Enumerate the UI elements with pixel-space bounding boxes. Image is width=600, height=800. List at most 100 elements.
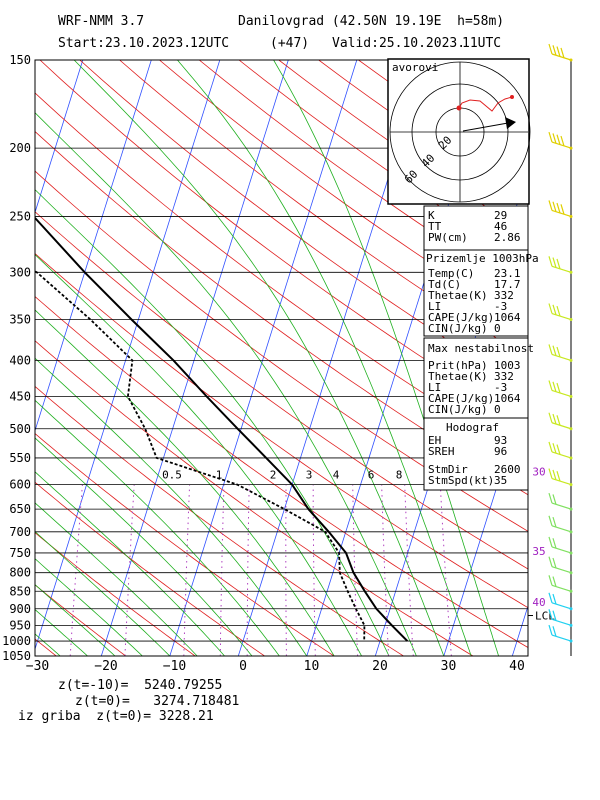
wind-barb-dot [569, 58, 573, 62]
wind-barb-dot [569, 530, 573, 534]
wind-barb-shaft [551, 265, 572, 273]
wind-barb-flag [552, 516, 557, 528]
index-label: Thetae(K) [428, 370, 488, 383]
lcl-label: LCL [535, 610, 555, 623]
wind-barb-shaft [551, 634, 572, 642]
temperature-axis: −30 −20 −10 0 10 20 30 40 [26, 659, 525, 674]
footer-z-minus10: z(t=-10)= 5240.79255 [58, 678, 223, 693]
wind-barb-flag [552, 257, 557, 268]
theta-label: 40 [532, 596, 545, 609]
moist-adiabat-line [35, 471, 225, 656]
dry-adiabat-line [35, 92, 528, 460]
wind-barb-flag [552, 626, 557, 637]
mixing-ratio-label: 4 [333, 468, 340, 481]
wind-barb-shaft [551, 584, 572, 592]
index-label: LI [428, 381, 441, 394]
wind-barb-dot [569, 589, 573, 593]
index-label: TT [428, 220, 442, 233]
wind-barb-shaft [551, 618, 572, 626]
storm-motion-arrow [505, 117, 516, 129]
wind-barb-dot [569, 639, 573, 643]
wind-barb-flag [548, 131, 553, 143]
mixing-ratio-line [352, 484, 359, 656]
pressure-tick-label: 750 [9, 546, 31, 560]
wind-barb-shaft [551, 422, 572, 430]
mixing-ratio-label: 8 [396, 468, 403, 481]
start-hour: 12UTC [190, 36, 230, 51]
theta-label: 35 [532, 545, 545, 558]
mixing-ratio-line [246, 484, 250, 656]
index-label: EH [428, 434, 441, 447]
index-label: Prit(hPa) [428, 359, 488, 372]
index-value: 332 [494, 289, 514, 302]
index-value: -3 [494, 300, 507, 313]
wind-barb-dot [569, 623, 573, 627]
wind-barb-flag [556, 382, 561, 394]
pressure-axis: 150 200 250 300 350 400 450 500 550 600 650 700 750 8… [2, 53, 31, 663]
mixing-ratio-line [219, 484, 225, 656]
dry-adiabat-line [79, 60, 528, 392]
moist-adiabat-line [35, 357, 308, 656]
mixing-ratio-line [69, 484, 83, 656]
wind-barb-flag [556, 471, 561, 482]
hodograph-title: avorovi [392, 61, 438, 74]
wind-barb-dot [569, 456, 573, 460]
index-value: 2600 [494, 463, 521, 476]
wind-barb-flag [552, 381, 557, 392]
mixing-ratio-label: 3 [306, 468, 313, 481]
index-value: 96 [494, 445, 507, 458]
dry-adiabat-line [35, 532, 196, 656]
wind-barb-flag [552, 593, 557, 605]
wind-barb-flag [548, 492, 553, 504]
wind-barb-flag [552, 413, 557, 425]
wind-barbs [548, 43, 573, 643]
isotherm-line [100, 60, 289, 656]
index-label: Td(C) [428, 278, 461, 291]
temperature-tick-label: 30 [441, 659, 457, 674]
wind-barb-shaft [551, 602, 572, 610]
wind-barb-flag [552, 201, 557, 212]
index-value: 332 [494, 370, 514, 383]
wind-barb-flag [556, 346, 561, 358]
wind-barb-flag [560, 135, 565, 147]
mixing-ratio-line [312, 484, 316, 656]
index-label: K [428, 209, 435, 222]
wind-barb-flag [556, 258, 561, 270]
index-value: -3 [494, 381, 507, 394]
start-date: Start:23.10.2023. [58, 36, 192, 51]
wind-barb-flag [548, 575, 553, 586]
mixing-ratio-line [404, 484, 414, 656]
pressure-tick-label: 850 [9, 584, 31, 598]
wind-barb [548, 441, 573, 460]
wind-barb-flag [548, 412, 553, 423]
mixing-ratio-line [381, 484, 390, 656]
mixing-ratio-label: 2 [270, 468, 277, 481]
wind-barb-dot [569, 146, 573, 150]
dry-adiabat-line [118, 60, 528, 359]
wind-barb [548, 380, 573, 398]
pressure-tick-label: 250 [9, 209, 31, 223]
index-label: CIN(J/kg) [428, 322, 488, 335]
pressure-tick-label: 600 [9, 478, 31, 492]
wind-barb-dot [569, 394, 573, 398]
temperature-profile [35, 216, 409, 642]
dry-adiabat-line [35, 584, 127, 656]
index-value: 46 [494, 220, 507, 233]
wind-barb-dot [569, 358, 573, 362]
index-label: StmSpd(kt) [428, 474, 494, 487]
mixing-ratio-line [183, 484, 191, 656]
index-value: 93 [494, 434, 507, 447]
moist-adiabat-line [35, 399, 280, 656]
index-value: 1064 [494, 392, 521, 405]
pressure-tick-label: 500 [9, 422, 31, 436]
valid-hour: 11UTC [462, 36, 502, 51]
dry-adiabat-line [198, 60, 528, 295]
index-label: CIN(J/kg) [428, 403, 488, 416]
wind-barb-flag [552, 469, 557, 481]
index-value: 29 [494, 209, 507, 222]
index-value: 0 [494, 403, 501, 416]
wind-barb-shaft [551, 389, 572, 398]
isotherm-line [581, 0, 600, 656]
wind-barb-flag [552, 610, 557, 621]
